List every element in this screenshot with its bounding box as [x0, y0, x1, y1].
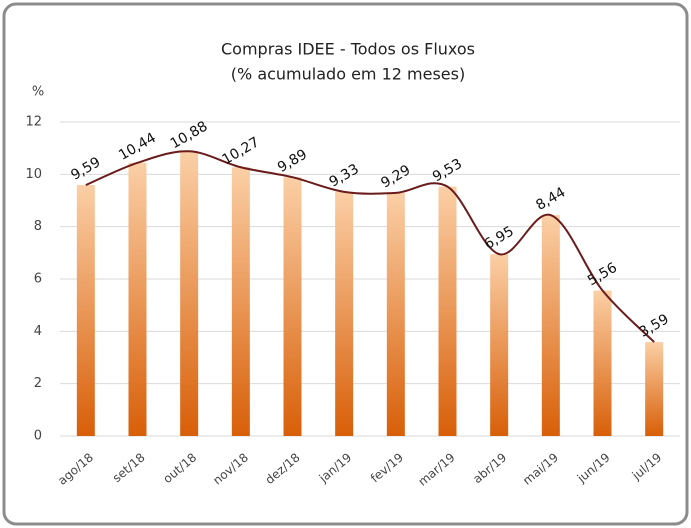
y-tick-label: 4: [34, 324, 42, 339]
y-tick-label: 2: [34, 376, 42, 391]
bar: [541, 215, 560, 436]
y-tick-label: 8: [34, 219, 42, 234]
bar: [283, 177, 302, 436]
y-tick-label: 12: [25, 115, 42, 130]
y-tick-label: 0: [34, 429, 42, 444]
chart-title: Compras IDEE - Todos os Fluxos: [221, 40, 475, 59]
bar: [128, 162, 147, 436]
line: [85, 150, 655, 343]
bar: [335, 191, 354, 436]
y-tick-label: 6: [34, 272, 42, 287]
bar: [231, 167, 250, 437]
bar: [593, 290, 612, 436]
chart-subtitle: (% acumulado em 12 meses): [231, 65, 465, 84]
bar: [438, 186, 457, 436]
bar: [645, 342, 664, 436]
bar: [76, 185, 95, 436]
bar: [180, 151, 199, 436]
y-axis-label: %: [32, 85, 44, 100]
y-tick-label: 10: [25, 167, 42, 182]
bar: [386, 192, 405, 436]
bar: [490, 254, 509, 436]
